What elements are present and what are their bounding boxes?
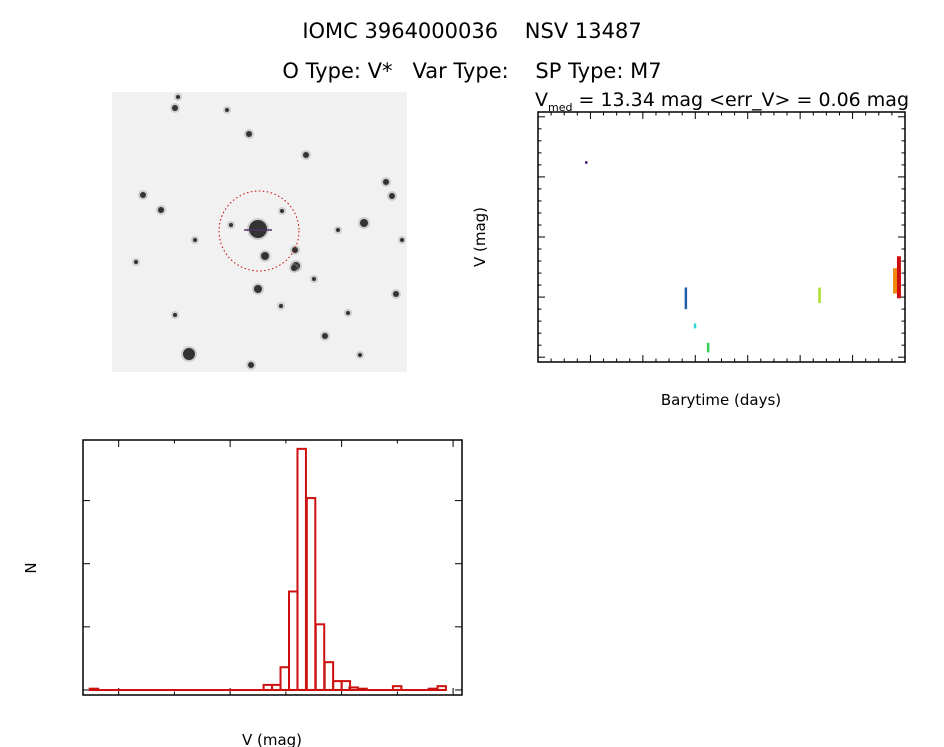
- star: [336, 228, 340, 232]
- light-curve-plot: Vmed = 13.34 mag <err_V> = 0.06 mag Bary…: [471, 89, 909, 409]
- star: [291, 265, 297, 271]
- star: [322, 333, 328, 339]
- star: [279, 304, 283, 308]
- data-points: [706, 342, 710, 353]
- star: [383, 179, 389, 185]
- data-points: [893, 268, 898, 294]
- histogram-bar: [262, 683, 274, 691]
- histogram-bar: [314, 623, 326, 691]
- star: [360, 219, 368, 227]
- star: [393, 291, 399, 297]
- star: [134, 260, 138, 264]
- sky-cutout-image: [112, 92, 407, 372]
- histogram-ylabel: N: [22, 562, 40, 573]
- star: [254, 285, 262, 293]
- histogram-bar: [271, 683, 282, 691]
- star: [249, 220, 267, 238]
- star: [303, 152, 309, 158]
- histogram-plot: V (mag) N: [22, 439, 463, 747]
- star: [172, 105, 178, 111]
- star: [229, 223, 233, 227]
- star: [389, 193, 395, 199]
- star: [193, 238, 197, 242]
- histogram-bar: [391, 685, 403, 691]
- star: [173, 313, 177, 317]
- star: [248, 362, 254, 368]
- data-points: [818, 287, 821, 304]
- histogram-bar: [305, 497, 317, 691]
- histogram-bar: [332, 680, 343, 691]
- histogram-bar: [436, 685, 447, 691]
- light-curve-ylabel: V (mag): [471, 207, 489, 267]
- star: [280, 209, 284, 213]
- histogram-bar: [279, 666, 290, 691]
- histogram-bar: [357, 687, 368, 691]
- star: [158, 207, 164, 213]
- figure-subtitle: O Type: V* Var Type: SP Type: M7: [282, 59, 661, 83]
- star: [312, 277, 316, 281]
- light-curve-title: Vmed = 13.34 mag <err_V> = 0.06 mag: [535, 89, 909, 114]
- figure-title: IOMC 3964000036 NSV 13487: [302, 19, 641, 43]
- star: [176, 95, 180, 99]
- star: [358, 353, 362, 357]
- star: [183, 348, 195, 360]
- star: [292, 247, 298, 253]
- histogram-bar: [296, 447, 307, 691]
- plot-frame: [537, 111, 906, 363]
- histogram-bar: [427, 687, 439, 691]
- star: [400, 238, 404, 242]
- histogram-bar: [287, 590, 299, 691]
- title-v: V: [535, 89, 548, 111]
- data-points: [896, 256, 901, 299]
- plot-frame: [82, 439, 463, 696]
- star: [140, 192, 146, 198]
- data-points: [684, 287, 688, 310]
- histogram-bar: [340, 680, 352, 691]
- histogram-xlabel: V (mag): [242, 731, 302, 747]
- star: [246, 131, 252, 137]
- data-points: [584, 161, 588, 164]
- target-circle: [218, 190, 300, 272]
- histogram-bar: [88, 687, 100, 691]
- data-points: [693, 323, 697, 329]
- title-rest: = 13.34 mag <err_V> = 0.06 mag: [572, 89, 909, 111]
- light-curve-xlabel: Barytime (days): [661, 391, 781, 409]
- histogram-bar: [323, 661, 335, 691]
- title-med: med: [548, 101, 572, 114]
- star: [346, 311, 350, 315]
- star: [225, 108, 229, 112]
- star: [261, 252, 269, 260]
